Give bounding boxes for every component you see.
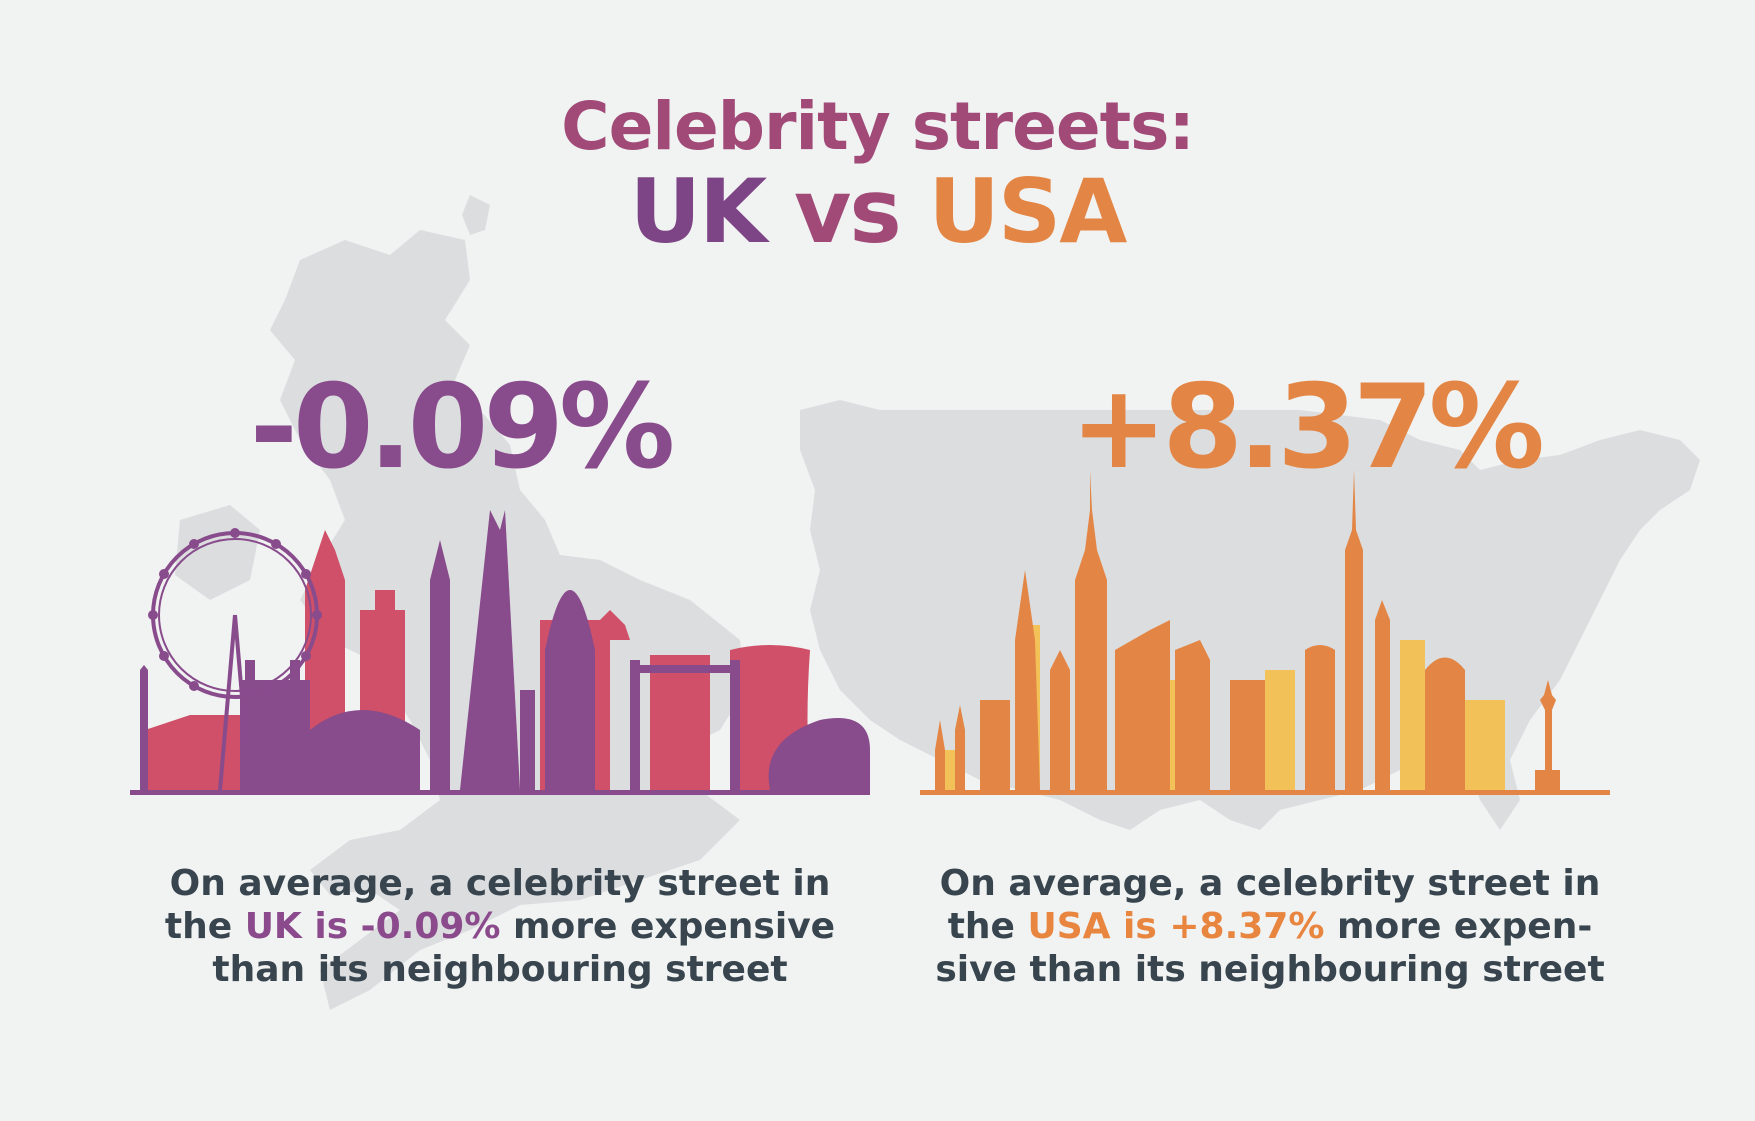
uk-stat: -0.09% bbox=[249, 360, 676, 495]
statue-of-liberty-icon bbox=[1540, 680, 1556, 790]
title-vs: vs bbox=[793, 160, 902, 263]
uk-desc-before: On average, a celebrity street in the bbox=[164, 863, 831, 947]
page-title: Celebrity streets: bbox=[561, 88, 1195, 165]
usa-stat: +8.37% bbox=[1070, 360, 1545, 495]
usa-desc-highlight: USA is +8.37% bbox=[1027, 906, 1325, 947]
ireland-shape bbox=[175, 505, 260, 600]
london-skyline-icon bbox=[130, 510, 870, 795]
usa-desc-before: On average, a celebrity street in the bbox=[939, 863, 1601, 947]
uk-desc-highlight: UK is -0.09% bbox=[244, 906, 501, 947]
uk-description: On average, a celebrity street in the UK… bbox=[150, 862, 850, 991]
usa-desc-after: more expen- sive than its neighbouring s… bbox=[935, 906, 1605, 990]
new-york-skyline-icon bbox=[920, 470, 1610, 795]
title-usa: USA bbox=[928, 160, 1127, 263]
usa-description: On average, a celebrity street in the US… bbox=[920, 862, 1620, 991]
uk-desc-after: more expensive than its neighbouring str… bbox=[212, 906, 836, 990]
title-uk: UK bbox=[629, 160, 768, 263]
page-subtitle: UK vs USA bbox=[0, 160, 1755, 263]
